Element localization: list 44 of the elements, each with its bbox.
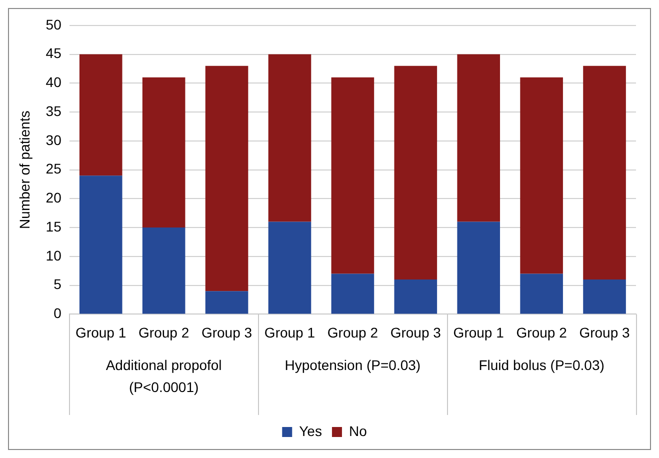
bar (457, 222, 500, 314)
y-tick-label: 25 (46, 160, 62, 177)
bar (520, 274, 563, 314)
x-tick-label: Group 2 (516, 324, 568, 340)
x-tick-label: Group 3 (201, 324, 252, 340)
y-tick-label: 50 (46, 16, 62, 32)
y-tick-label: 10 (46, 247, 62, 264)
bar (457, 54, 500, 222)
bar (331, 274, 374, 314)
bar (205, 66, 248, 292)
bar (331, 77, 374, 274)
x-tick-label: Group 2 (138, 324, 190, 340)
x-tick-label: Group 3 (390, 324, 442, 340)
y-tick-label: 45 (46, 45, 62, 62)
bar (520, 77, 563, 274)
bar (142, 228, 186, 314)
x-tick-label: Group 1 (453, 324, 504, 340)
text: Hypotension (P=0.03) (284, 357, 421, 374)
bar (205, 291, 248, 314)
bar (268, 222, 312, 314)
bar (79, 176, 122, 314)
y-tick-label: 15 (46, 218, 62, 234)
x-tick-label: Group 1 (76, 324, 126, 340)
bar (79, 54, 122, 176)
y-tick-label: 30 (46, 132, 62, 148)
bar (142, 77, 186, 228)
x-tick-label: Group 2 (327, 324, 378, 340)
x-tick-label: Group 1 (264, 324, 316, 340)
legend-label: No (348, 422, 368, 439)
text: Additional propofol (P<0.0001) (106, 357, 222, 396)
text: Fluid bolus (P=0.03) (478, 357, 604, 374)
bar (583, 66, 626, 280)
legend-label: Yes (299, 422, 322, 439)
y-tick-label: 20 (46, 190, 62, 206)
bar (394, 66, 438, 280)
bar (583, 280, 626, 314)
y-tick-label: 5 (54, 276, 62, 292)
y-tick-label: 0 (54, 305, 62, 322)
y-axis-title: Number of patients (16, 110, 32, 229)
bar (268, 54, 312, 222)
x-tick-label: Group 3 (579, 324, 630, 340)
y-tick-label: 35 (46, 102, 62, 119)
y-tick-label: 40 (46, 74, 62, 90)
bar (394, 280, 438, 314)
